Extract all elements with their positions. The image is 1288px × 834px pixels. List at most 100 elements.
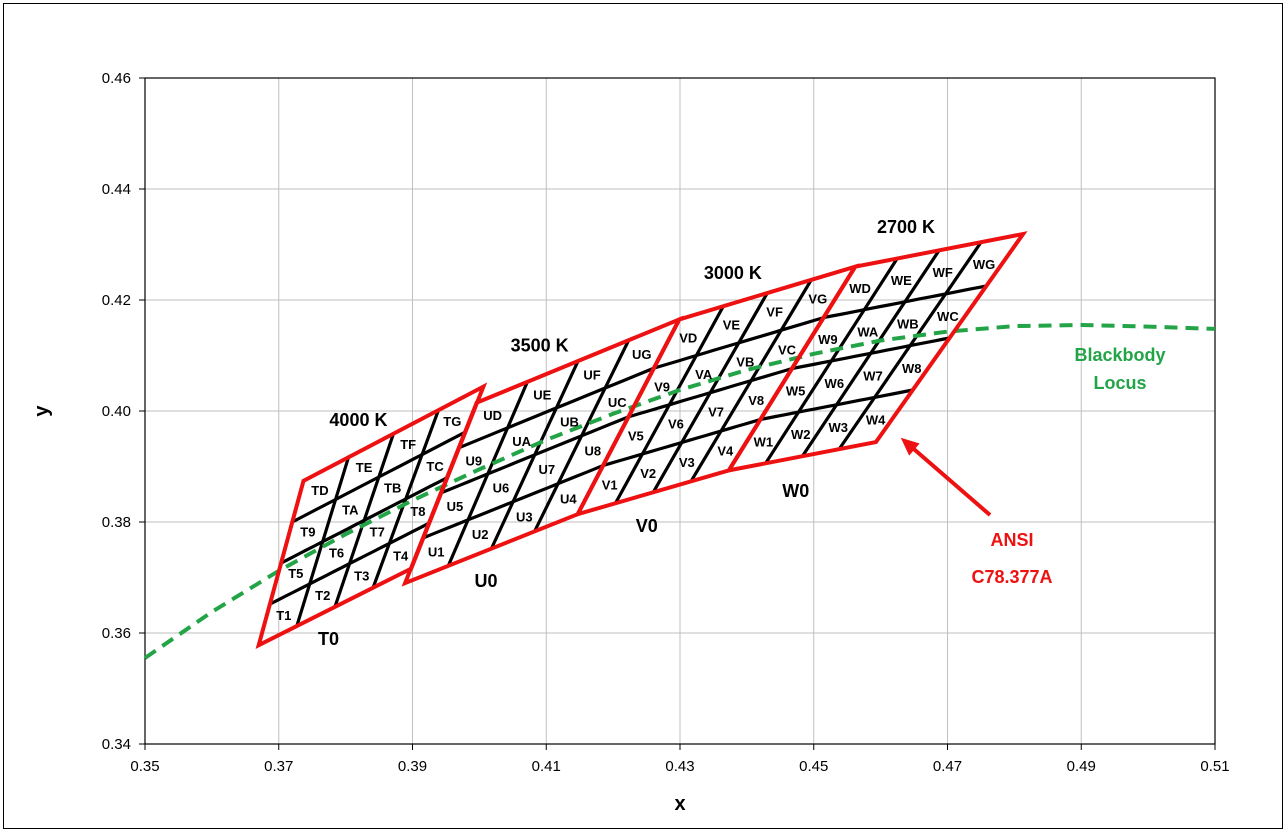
sub-bin-label: WC bbox=[937, 309, 959, 324]
sub-bin-label: W4 bbox=[866, 413, 886, 428]
sub-bin-label: VC bbox=[778, 342, 797, 357]
bin-labels: T1 T2 T3 T4 T5 T6 T7 T8 T9 TA TB TC TD TE TF TG 4000 K T0… bbox=[276, 217, 995, 649]
sub-bin-boundary bbox=[269, 521, 430, 606]
sub-bin-boundary bbox=[422, 464, 604, 540]
sub-bin-boundary bbox=[760, 388, 914, 422]
sub-bin-label: U7 bbox=[539, 462, 556, 477]
sub-bin-label: W9 bbox=[818, 332, 838, 347]
sub-bin-label: V5 bbox=[628, 428, 644, 443]
sub-bin-label: W3 bbox=[828, 420, 848, 435]
sub-bin-label: TE bbox=[356, 460, 373, 475]
sub-bin-label: U1 bbox=[428, 545, 445, 560]
sub-bin-label: V9 bbox=[654, 379, 670, 394]
sub-bin-label: WB bbox=[897, 317, 919, 332]
sub-bin-label: T3 bbox=[354, 568, 369, 583]
sub-bin-boundary bbox=[280, 476, 449, 565]
y-tick-label: 0.38 bbox=[102, 514, 131, 531]
sub-bin-label: T1 bbox=[276, 608, 291, 623]
x-tick-label: 0.47 bbox=[933, 758, 962, 775]
sub-bin-label: V6 bbox=[668, 416, 684, 431]
sub-bin-label: WG bbox=[973, 257, 995, 272]
sub-bin-label: T6 bbox=[329, 545, 344, 560]
sub-bin-boundary bbox=[823, 284, 987, 320]
x-tick-label: 0.35 bbox=[130, 758, 159, 775]
sub-bin-label: V2 bbox=[640, 466, 656, 481]
sub-bin-label: VF bbox=[766, 305, 783, 320]
gridlines bbox=[145, 78, 1215, 744]
y-tick-label: 0.36 bbox=[102, 625, 131, 642]
y-tick-label: 0.40 bbox=[102, 403, 131, 420]
blackbody-label-line1: Blackbody bbox=[1074, 345, 1165, 365]
sub-bin-label: V3 bbox=[679, 455, 695, 470]
x-tick-label: 0.43 bbox=[665, 758, 694, 775]
sub-bin-label: UC bbox=[608, 395, 627, 410]
blackbody-label-line2: Locus bbox=[1093, 373, 1146, 393]
sub-bin-label: U3 bbox=[516, 509, 533, 524]
sub-bin-label: UB bbox=[560, 415, 579, 430]
sub-bin-label: UD bbox=[483, 408, 502, 423]
y-tick-label: 0.44 bbox=[102, 181, 131, 198]
sub-bin-label: VG bbox=[808, 292, 827, 307]
y-tick-label: 0.42 bbox=[102, 292, 131, 309]
sub-bin-label: T2 bbox=[315, 588, 330, 603]
y-axis-label: y bbox=[31, 405, 53, 417]
sub-bin-label: VD bbox=[679, 330, 697, 345]
sub-bin-boundary bbox=[653, 316, 825, 370]
ansi-label-line1: ANSI bbox=[990, 530, 1033, 550]
cct-label: 4000 K bbox=[329, 410, 387, 430]
sub-bin-label: VE bbox=[723, 317, 741, 332]
arrow-shaft bbox=[903, 440, 992, 517]
x-tick-label: 0.49 bbox=[1067, 758, 1096, 775]
sub-bin-label: UA bbox=[512, 434, 531, 449]
x-tick-label: 0.37 bbox=[264, 758, 293, 775]
ansi-quadrangle-outline bbox=[255, 382, 488, 649]
sub-bin-label: W7 bbox=[863, 368, 883, 383]
row-label: V0 bbox=[636, 516, 658, 536]
x-tick-label: 0.39 bbox=[398, 758, 427, 775]
cct-label: 2700 K bbox=[877, 217, 935, 237]
x-axis-ticks: 0.35 0.37 0.39 0.41 0.43 0.45 0.47 0.49 0.51 bbox=[130, 744, 1230, 775]
sub-bin-label: TC bbox=[426, 459, 444, 474]
sub-bin-label: V7 bbox=[708, 405, 724, 420]
sub-bin-boundary bbox=[440, 415, 630, 495]
sub-bin-label: T7 bbox=[370, 525, 385, 540]
sub-bin-label: U6 bbox=[493, 481, 510, 496]
sub-bin-label: UG bbox=[632, 347, 652, 362]
sub-bin-label: WF bbox=[933, 265, 953, 280]
sub-bin-boundary bbox=[291, 430, 467, 524]
sub-bin-label: WD bbox=[849, 281, 871, 296]
sub-bin-label: T8 bbox=[410, 504, 425, 519]
sub-bin-label: V8 bbox=[748, 393, 764, 408]
arrow-head bbox=[900, 437, 920, 456]
sub-bin-label: W1 bbox=[754, 434, 774, 449]
y-tick-label: 0.34 bbox=[102, 736, 131, 753]
chart-frame bbox=[3, 3, 1283, 829]
sub-bin-label: WE bbox=[891, 273, 912, 288]
sub-bin-label: U8 bbox=[585, 443, 602, 458]
sub-bin-grid bbox=[269, 241, 987, 627]
ansi-quadrangle-outline bbox=[724, 231, 1028, 474]
row-label: U0 bbox=[475, 571, 498, 591]
sub-bin-boundary bbox=[791, 336, 950, 371]
blackbody-locus-line bbox=[143, 322, 1216, 660]
sub-bin-label: TF bbox=[400, 437, 416, 452]
blackbody-locus bbox=[143, 322, 1216, 660]
sub-bin-label: V4 bbox=[717, 444, 734, 459]
sub-bin-label: TB bbox=[384, 481, 401, 496]
sub-bin-label: W6 bbox=[825, 376, 845, 391]
x-axis-label: x bbox=[674, 793, 685, 815]
sub-bin-label: W5 bbox=[786, 383, 806, 398]
sub-bin-label: TD bbox=[311, 483, 328, 498]
y-tick-label: 0.46 bbox=[102, 70, 131, 87]
sub-bin-label: V1 bbox=[602, 477, 618, 492]
sub-bin-boundary bbox=[602, 417, 761, 468]
sub-bin-label: W8 bbox=[902, 361, 922, 376]
sub-bin-label: W2 bbox=[791, 427, 811, 442]
x-tick-label: 0.51 bbox=[1200, 758, 1229, 775]
cct-label: 3500 K bbox=[511, 336, 569, 356]
sub-bin-label: TG bbox=[443, 414, 461, 429]
ansi-quadrangles bbox=[255, 231, 1028, 649]
row-label: T0 bbox=[318, 629, 339, 649]
sub-bin-label: VB bbox=[736, 355, 754, 370]
row-label: W0 bbox=[782, 481, 809, 501]
